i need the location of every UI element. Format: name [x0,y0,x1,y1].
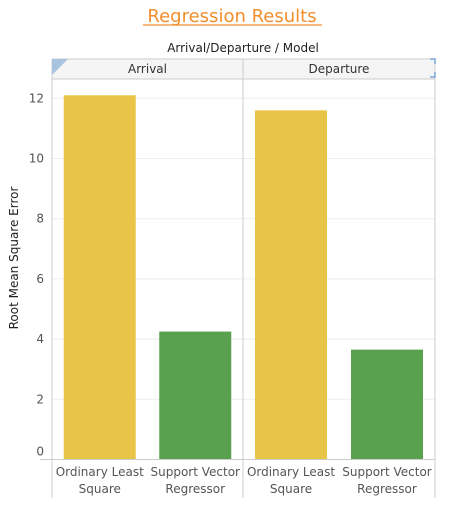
y-tick-label: 12 [29,91,44,105]
resize-handle-top-right-icon [430,58,436,64]
y-tick-label: 6 [36,272,44,286]
chart-title: Regression Results [147,6,316,27]
bar-arrival-support-vector-regressor [159,331,232,460]
x-axis-category-labels: Ordinary Least Square Support Vector Regres… [56,465,432,496]
pane-header-departure [243,59,435,79]
bar-departure-ordinary-least-square [255,110,327,460]
x-category-label: Ordinary Least [56,465,144,479]
y-axis-title: Root Mean Square Error [7,187,21,330]
y-tick-label: 2 [36,392,44,406]
chart-frame [40,58,436,498]
resize-handles [52,58,436,78]
bar-arrival-ordinary-least-square [63,95,136,460]
y-tick-label: 10 [29,152,44,166]
x-category-label: Regressor [165,482,225,496]
pane-header-label: Arrival [128,62,167,76]
column-header-title: Arrival/Departure / Model [167,41,319,55]
x-category-label: Regressor [357,482,417,496]
x-category-label: Support Vector [151,465,241,479]
pane-header-arrival [52,59,243,79]
resize-handle-top-left-icon [52,59,68,75]
pane-headers: Arrival Departure [52,59,435,79]
x-category-label: Square [79,482,121,496]
y-tick-label: 4 [36,332,44,346]
y-tick-label: 0 [36,445,44,459]
y-axis-ticks: 0 2 4 6 8 10 12 [29,91,44,458]
y-tick-label: 8 [36,212,44,226]
bars [63,95,423,460]
x-category-label: Support Vector [342,465,432,479]
x-category-label: Ordinary Least [247,465,335,479]
pane-header-label: Departure [309,62,370,76]
resize-handle-bottom-right-icon [430,72,436,78]
x-category-label: Square [270,482,312,496]
bar-departure-support-vector-regressor [351,349,423,460]
